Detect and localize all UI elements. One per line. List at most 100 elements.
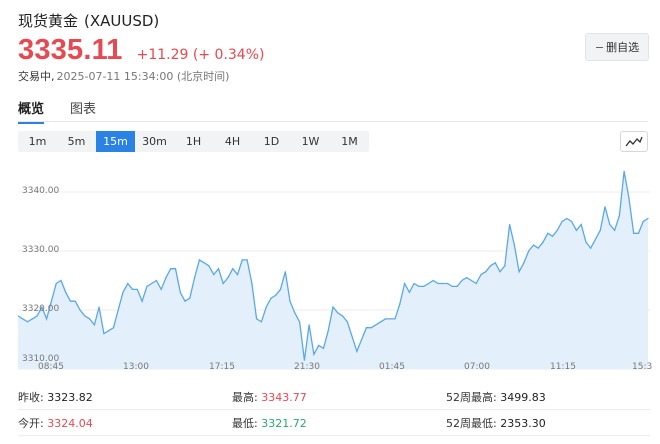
price-point — [471, 280, 472, 281]
x-tick-1715: 17:15 — [209, 362, 235, 372]
price-point — [318, 345, 319, 346]
price-point — [237, 274, 238, 275]
x-tick-0845: 08:45 — [38, 362, 64, 372]
price-point — [223, 283, 224, 284]
price-point — [165, 277, 166, 278]
stat-open: 今开: 3324.04 — [18, 415, 232, 431]
price-point — [289, 301, 290, 302]
stats-row: 昨收: 3323.82 最高: 3343.77 52周最高: 3499.83 — [18, 384, 650, 410]
interval-4h[interactable]: 4H — [213, 131, 252, 152]
price-point — [466, 277, 467, 278]
price-point — [356, 351, 357, 352]
price-point — [170, 268, 171, 269]
price-point — [542, 242, 543, 243]
price-point — [208, 265, 209, 266]
price-point — [27, 321, 28, 322]
tabs-divider — [18, 121, 648, 122]
price-point — [447, 283, 448, 284]
price-point — [328, 330, 329, 331]
price-point — [60, 280, 61, 281]
price-point — [571, 221, 572, 222]
price-point — [285, 271, 286, 272]
price-point — [619, 215, 620, 216]
price-point — [51, 301, 52, 302]
price-point — [46, 318, 47, 319]
price-point — [127, 283, 128, 284]
price-point — [199, 259, 200, 260]
chart-type-button[interactable] — [620, 131, 648, 152]
price-point — [113, 327, 114, 328]
price-point — [323, 348, 324, 349]
price-point — [590, 248, 591, 249]
price-point — [509, 224, 510, 225]
price-point — [595, 239, 596, 240]
price-point — [562, 221, 563, 222]
stat-label: 最低: — [232, 417, 258, 430]
status-label: 交易中, — [18, 70, 55, 83]
price-point — [161, 289, 162, 290]
price-point — [280, 289, 281, 290]
price-point — [247, 259, 248, 260]
price-point — [609, 224, 610, 225]
price-point — [132, 289, 133, 290]
price-point — [146, 286, 147, 287]
price-point — [137, 289, 138, 290]
price-point — [633, 233, 634, 234]
price-point — [600, 230, 601, 231]
price-point — [189, 298, 190, 299]
instrument-title: 现货黄金(XAUUSD) — [18, 10, 159, 31]
interval-5m[interactable]: 5m — [57, 131, 96, 152]
price-point — [504, 265, 505, 266]
price-point — [394, 318, 395, 319]
price-point — [604, 206, 605, 207]
price-change: +11.29 (+ 0.34%) — [137, 47, 265, 63]
price-point — [452, 286, 453, 287]
price-point — [638, 233, 639, 234]
price-point — [108, 330, 109, 331]
price-point — [581, 224, 582, 225]
interval-1h[interactable]: 1H — [174, 131, 213, 152]
price-point — [261, 321, 262, 322]
price-point — [75, 301, 76, 302]
price-point — [418, 286, 419, 287]
price-point — [495, 262, 496, 263]
price-point — [65, 292, 66, 293]
interval-1m[interactable]: 1m — [18, 131, 57, 152]
price-point — [180, 292, 181, 293]
price-point — [519, 271, 520, 272]
price-point — [99, 307, 100, 308]
interval-15m[interactable]: 15m — [96, 131, 135, 152]
stat-label: 52周最高: — [446, 391, 497, 404]
stat-52w-high: 52周最高: 3499.83 — [446, 389, 650, 405]
stat-label: 52周最低: — [446, 417, 497, 430]
price-point — [204, 262, 205, 263]
instrument-name: 现货黄金 — [18, 12, 78, 30]
price-point — [270, 298, 271, 299]
price-point — [304, 360, 305, 361]
price-point — [371, 327, 372, 328]
interval-1w[interactable]: 1W — [291, 131, 330, 152]
price-point — [151, 283, 152, 284]
price-point — [547, 233, 548, 234]
price-point — [309, 324, 310, 325]
stat-low: 最低: 3321.72 — [232, 415, 446, 431]
price-point — [380, 321, 381, 322]
price-point — [332, 307, 333, 308]
price-point — [184, 301, 185, 302]
interval-1mo[interactable]: 1M — [330, 131, 369, 152]
price-chart-svg — [18, 160, 650, 376]
price-point — [337, 312, 338, 313]
interval-30m[interactable]: 30m — [135, 131, 174, 152]
price-point — [399, 304, 400, 305]
remove-watchlist-label: 删自选 — [606, 39, 639, 55]
minus-icon: − — [595, 41, 604, 54]
price-point — [428, 283, 429, 284]
interval-1d[interactable]: 1D — [252, 131, 291, 152]
y-tick-3340: 3340.00 — [22, 186, 59, 196]
price-point — [585, 242, 586, 243]
trading-status: 交易中,2025-07-11 15:34:00 (北京时间) — [18, 68, 229, 84]
price-point — [414, 283, 415, 284]
price-point — [352, 336, 353, 337]
remove-watchlist-button[interactable]: −删自选 — [585, 33, 649, 61]
price-point — [514, 245, 515, 246]
